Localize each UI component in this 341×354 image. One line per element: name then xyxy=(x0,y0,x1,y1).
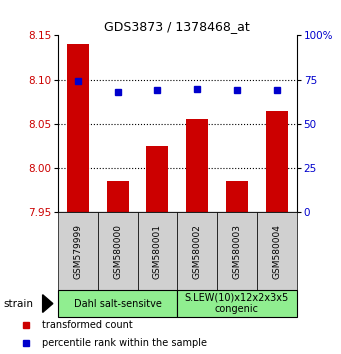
Bar xyxy=(266,111,288,212)
Bar xyxy=(58,290,177,317)
Bar xyxy=(217,212,257,290)
Bar xyxy=(257,212,297,290)
Text: S.LEW(10)x12x2x3x5
congenic: S.LEW(10)x12x2x3x5 congenic xyxy=(185,293,289,314)
Bar xyxy=(177,290,297,317)
Bar xyxy=(147,146,168,212)
Text: Dahl salt-sensitve: Dahl salt-sensitve xyxy=(74,298,162,309)
Bar xyxy=(107,181,129,212)
Bar xyxy=(58,212,98,290)
Bar xyxy=(226,181,248,212)
Text: GSM579999: GSM579999 xyxy=(73,224,83,279)
Text: transformed count: transformed count xyxy=(43,320,133,330)
Title: GDS3873 / 1378468_at: GDS3873 / 1378468_at xyxy=(104,20,250,33)
Bar xyxy=(137,212,177,290)
Text: GSM580002: GSM580002 xyxy=(193,224,202,279)
Bar xyxy=(67,44,89,212)
Text: GSM580001: GSM580001 xyxy=(153,224,162,279)
Text: percentile rank within the sample: percentile rank within the sample xyxy=(43,338,207,348)
Text: GSM580003: GSM580003 xyxy=(233,224,241,279)
Bar xyxy=(186,120,208,212)
Text: GSM580000: GSM580000 xyxy=(113,224,122,279)
Text: GSM580004: GSM580004 xyxy=(272,224,281,279)
Bar xyxy=(98,212,137,290)
Bar xyxy=(177,212,217,290)
Polygon shape xyxy=(43,295,53,312)
Text: strain: strain xyxy=(3,298,33,309)
